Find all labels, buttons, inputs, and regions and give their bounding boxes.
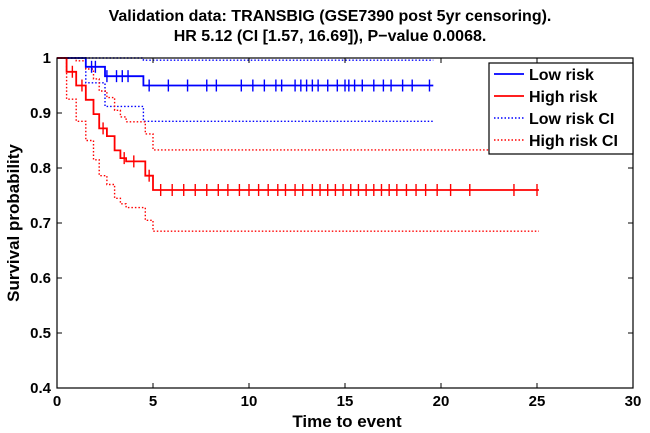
legend-label-low-risk: Low risk [529, 67, 594, 84]
y-tick-label: 1 [43, 50, 51, 67]
chart-title-line-2: HR 5.12 (CI [1.57, 16.69]), P−value 0.00… [174, 28, 487, 45]
x-tick-label: 5 [149, 393, 157, 410]
chart-title-line-1: Validation data: TRANSBIG (GSE7390 post … [109, 8, 552, 25]
y-tick-label: 0.9 [30, 105, 51, 122]
y-axis-label: Survival probability [4, 144, 23, 302]
low-risk-curve [57, 57, 434, 87]
legend-label-high-risk-ci: High risk CI [529, 133, 618, 150]
y-tick-label: 0.4 [30, 380, 52, 397]
x-tick-label: 30 [625, 393, 642, 410]
legend-label-low-risk-ci: Low risk CI [529, 111, 614, 128]
low-risk-ci-lower-line [57, 57, 434, 123]
legend-box [488, 62, 634, 155]
y-tick-label: 0.7 [30, 215, 51, 232]
legend: Low risk High risk Low risk CI High risk CI [488, 62, 634, 155]
high-risk-ci-lower-line [57, 57, 539, 232]
x-tick-label: 0 [53, 393, 61, 410]
x-axis-label: Time to event [292, 412, 402, 431]
x-tick-label: 15 [337, 393, 354, 410]
x-tick-label: 10 [241, 393, 258, 410]
plot-area [57, 57, 539, 232]
y-tick-label: 0.8 [30, 160, 51, 177]
legend-label-high-risk: High risk [529, 89, 598, 106]
high-risk-curve [57, 57, 539, 191]
x-tick-label: 25 [529, 393, 546, 410]
y-tick-label: 0.5 [30, 325, 51, 342]
high-risk-ci-upper-line [57, 57, 539, 151]
y-tick-label: 0.6 [30, 270, 51, 287]
x-tick-label: 20 [433, 393, 450, 410]
